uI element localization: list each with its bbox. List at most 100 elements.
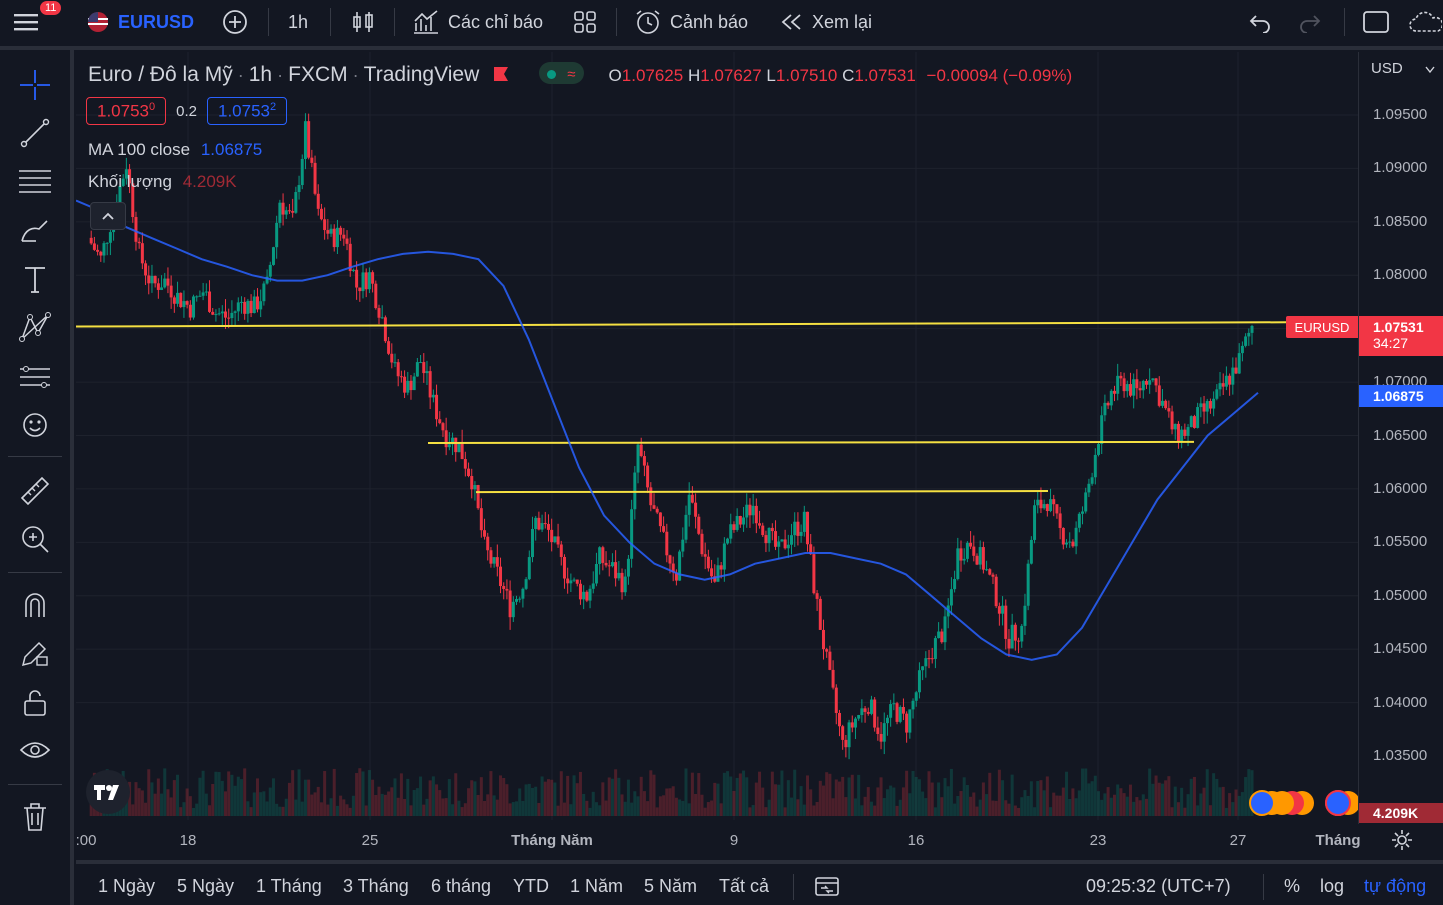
auto-scale-toggle[interactable]: tự động <box>1364 876 1427 896</box>
compare-symbol-button[interactable] <box>221 0 249 44</box>
range-1d[interactable]: 1 Ngày <box>98 876 156 896</box>
candle-body <box>850 722 854 728</box>
brush-tool[interactable] <box>16 212 54 250</box>
go-to-date-button[interactable] <box>814 874 840 903</box>
text-tool[interactable] <box>16 260 54 298</box>
volume-bar <box>377 786 381 816</box>
fib-tool[interactable] <box>16 162 54 200</box>
clock-timezone[interactable]: 09:25:32 (UTC+7) <box>1086 876 1231 896</box>
candle-body <box>911 700 915 710</box>
candle-body <box>761 525 765 536</box>
indicators-label: Các chỉ báo <box>448 11 544 32</box>
range-all[interactable]: Tất cả <box>719 876 770 896</box>
market-status[interactable]: ≈ <box>539 62 584 84</box>
volume-bar <box>857 774 861 816</box>
price-chart[interactable] <box>76 52 1358 820</box>
alert-button[interactable]: Cảnh báo <box>634 0 748 44</box>
volume-bar <box>665 788 669 816</box>
replay-button[interactable]: Xem lại <box>780 0 872 44</box>
volume-bar <box>668 788 672 816</box>
volume-bar <box>1068 798 1072 816</box>
volume-bar <box>921 791 925 816</box>
candle-body <box>943 616 947 643</box>
volume-bar <box>790 797 794 816</box>
lock-drawings-tool[interactable] <box>16 684 54 722</box>
magnet-tool[interactable] <box>16 586 54 624</box>
tradingview-logo[interactable] <box>86 770 130 814</box>
undo-button[interactable] <box>1248 0 1272 44</box>
crosshair-tool[interactable] <box>16 66 54 104</box>
candle-body <box>1144 380 1148 385</box>
candle-body <box>802 511 806 532</box>
hide-drawings-tool[interactable] <box>16 732 54 770</box>
indicators-button[interactable]: Các chỉ báo <box>412 0 543 44</box>
flag-icon[interactable] <box>492 65 510 83</box>
volume-bar <box>1042 790 1046 816</box>
candle-body <box>147 275 151 284</box>
menu-button[interactable]: 11 <box>14 0 62 44</box>
candle-body <box>265 276 269 284</box>
candle-body <box>428 371 432 398</box>
remove-drawings-tool[interactable] <box>16 798 54 836</box>
ma-legend[interactable]: MA 100 close 1.06875 <box>88 140 262 160</box>
candle-body <box>521 588 525 599</box>
collapse-legend-button[interactable] <box>90 202 126 230</box>
trend-line-tool[interactable] <box>16 114 54 152</box>
buy-button[interactable]: 1.07532 <box>206 96 288 126</box>
cloud-save-button[interactable] <box>1408 0 1442 44</box>
volume-bar <box>719 803 723 816</box>
candle-body <box>546 523 550 530</box>
volume-bar <box>172 780 176 816</box>
candle-body <box>1036 499 1040 506</box>
range-ytd[interactable]: YTD <box>513 876 549 896</box>
chart-settings-button[interactable] <box>1390 828 1414 857</box>
candle-body <box>783 539 787 549</box>
candle-body <box>694 502 698 517</box>
percent-toggle[interactable]: % <box>1284 876 1301 896</box>
volume-price-tag: 4.209K <box>1359 803 1443 823</box>
pattern-tool[interactable] <box>16 308 54 346</box>
range-1y[interactable]: 1 Năm <box>570 876 624 896</box>
market-open-dot-icon <box>547 70 557 79</box>
candle-body <box>953 579 957 590</box>
us-flag-icon <box>88 12 108 32</box>
forecast-tool[interactable] <box>16 358 54 396</box>
measure-tool[interactable] <box>16 472 54 510</box>
currency-label[interactable]: USD <box>1371 60 1403 77</box>
range-5y[interactable]: 5 Năm <box>644 876 698 896</box>
range-3m[interactable]: 3 Tháng <box>343 876 409 896</box>
open-key: O <box>608 66 622 85</box>
symbol-search-button[interactable]: EURUSD <box>86 0 194 44</box>
events-markers[interactable] <box>1246 788 1360 823</box>
layouts-button[interactable] <box>572 0 598 44</box>
range-6m[interactable]: 6 tháng <box>431 876 492 896</box>
sell-button[interactable]: 1.07530 <box>86 96 167 126</box>
zoom-tool[interactable] <box>16 520 54 558</box>
volume-bar <box>307 779 311 816</box>
range-1m[interactable]: 1 Tháng <box>256 876 322 896</box>
interval-button[interactable]: 1h <box>288 11 309 32</box>
volume-bar <box>553 782 557 816</box>
candle-body <box>1189 416 1193 428</box>
candle-body <box>962 558 966 561</box>
time-axis[interactable]: :00 18 25 Tháng Năm 9 16 23 27 Tháng <box>76 822 1361 858</box>
candle-body <box>562 556 566 579</box>
volume-bar <box>905 770 909 816</box>
volume-legend[interactable]: Khối lượng 4.209K <box>88 172 237 192</box>
hamburger-menu-icon <box>14 14 38 31</box>
icon-tool[interactable] <box>16 406 54 444</box>
redo-button[interactable] <box>1298 0 1322 44</box>
volume-bar <box>316 786 320 816</box>
fullscreen-button[interactable] <box>1362 0 1390 44</box>
stay-in-drawing-tool[interactable] <box>16 634 54 672</box>
candle-body <box>140 243 144 264</box>
candle-body <box>1218 383 1222 390</box>
volume-bar <box>182 802 186 816</box>
log-toggle[interactable]: log <box>1320 876 1345 896</box>
price-axis[interactable]: USD 1.09500 1.09000 1.08500 1.08000 1.07000 1… <box>1286 52 1443 824</box>
volume-bar <box>809 789 813 816</box>
range-5d[interactable]: 5 Ngày <box>177 876 235 896</box>
chart-type-button[interactable] <box>350 0 376 44</box>
volume-bar <box>454 773 458 816</box>
legend-title[interactable]: Euro / Đô la Mỹ <box>88 63 233 86</box>
